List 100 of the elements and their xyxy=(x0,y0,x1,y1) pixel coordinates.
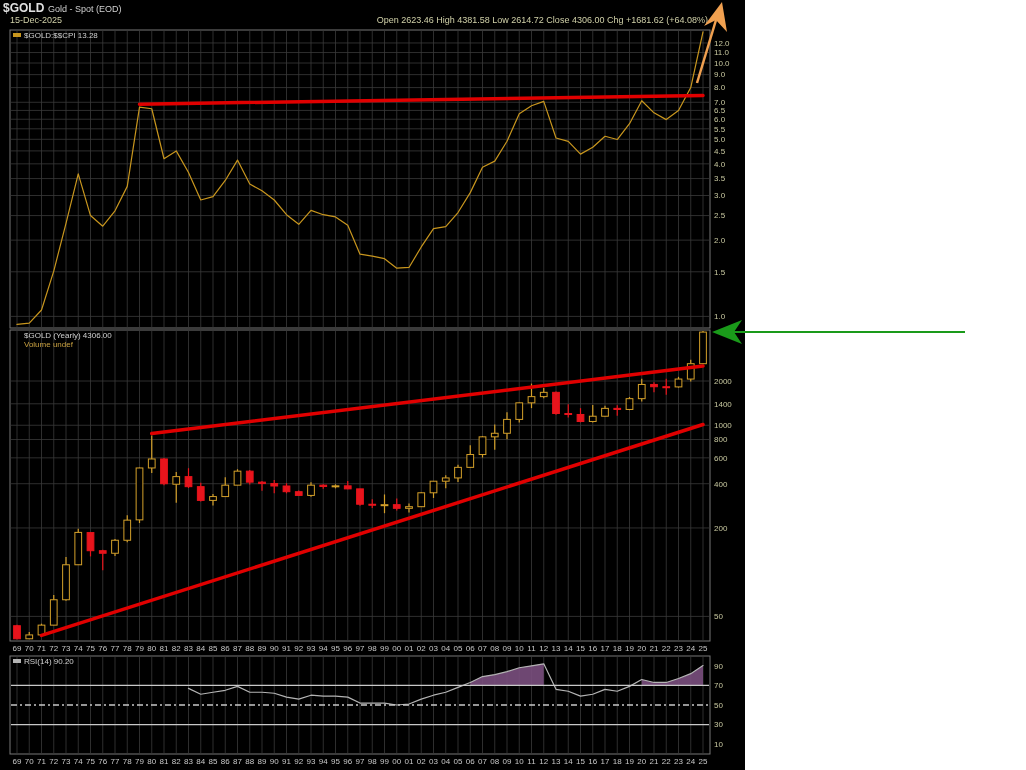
x-tick-label: 82 xyxy=(171,644,182,653)
y-tick-label: 200 xyxy=(714,523,728,533)
x-tick-label: 09 xyxy=(502,757,512,766)
x-tick-label: 79 xyxy=(135,644,145,653)
y-tick-label: 3.5 xyxy=(714,174,726,184)
y-tick-label: 1.5 xyxy=(714,267,726,277)
x-tick-label: 10 xyxy=(514,757,525,766)
x-tick-label: 71 xyxy=(37,644,47,653)
y-tick-label: 800 xyxy=(714,435,728,445)
x-tick-label: 00 xyxy=(392,757,402,766)
x-tick-label: 90 xyxy=(269,757,280,766)
x-tick-label: 17 xyxy=(600,644,610,653)
candlestick xyxy=(172,471,181,504)
text: 15-Dec-2025 xyxy=(10,15,63,25)
x-tick-label: 89 xyxy=(257,644,267,653)
y-tick-label: 5.0 xyxy=(714,135,726,145)
legend-label: $GOLD:$$CPI 13.28 xyxy=(24,31,99,40)
x-tick-label: 92 xyxy=(294,644,304,653)
y-tick-label: 30 xyxy=(714,720,724,730)
x-tick-label: 14 xyxy=(563,644,574,653)
candlestick xyxy=(184,467,193,489)
chart-subtitle: Gold - Spot (EOD) xyxy=(48,4,122,14)
y-tick-label: 5.5 xyxy=(714,124,726,134)
x-tick-label: 76 xyxy=(98,644,108,653)
candlestick xyxy=(123,514,132,543)
y-tick-label: 50 xyxy=(714,700,724,710)
x-tick-label: 95 xyxy=(331,644,341,653)
x-tick-label: 93 xyxy=(306,757,316,766)
x-tick-label: 00 xyxy=(392,644,402,653)
x-tick-label: 06 xyxy=(465,757,476,766)
x-tick-label: 16 xyxy=(588,644,598,653)
x-tick-label: 25 xyxy=(698,644,708,653)
x-tick-label: 93 xyxy=(306,644,316,653)
y-tick-label: 50 xyxy=(714,612,724,622)
x-tick-label: 78 xyxy=(122,757,133,766)
x-tick-label: 71 xyxy=(37,757,47,766)
legend-label: RSI(14) 90.20 xyxy=(24,657,75,666)
x-tick-label: 19 xyxy=(625,644,635,653)
x-tick-label: 08 xyxy=(490,757,500,766)
x-tick-label: 86 xyxy=(220,757,231,766)
x-tick-label: 91 xyxy=(282,757,292,766)
x-tick-label: 88 xyxy=(245,757,255,766)
x-tick-label: 03 xyxy=(429,644,439,653)
y-tick-label: 2.0 xyxy=(714,235,726,245)
candlestick xyxy=(478,435,487,459)
x-tick-label: 05 xyxy=(453,757,463,766)
x-tick-label: 13 xyxy=(551,757,561,766)
x-tick-label: 17 xyxy=(600,757,610,766)
x-tick-label: 72 xyxy=(49,757,59,766)
x-tick-label: 22 xyxy=(661,644,672,653)
y-tick-label: 90 xyxy=(714,661,724,671)
x-tick-label: 22 xyxy=(661,757,672,766)
x-tick-label: 23 xyxy=(674,644,684,653)
x-tick-label: 90 xyxy=(269,644,280,653)
x-tick-label: 99 xyxy=(380,757,390,766)
candlestick xyxy=(650,381,658,393)
x-tick-label: 85 xyxy=(208,757,218,766)
x-tick-label: 81 xyxy=(159,757,169,766)
x-tick-label: 74 xyxy=(73,757,84,766)
x-tick-label: 72 xyxy=(49,644,59,653)
x-tick-label: 14 xyxy=(563,757,574,766)
x-tick-label: 94 xyxy=(318,757,329,766)
x-tick-label: 11 xyxy=(527,644,537,653)
x-tick-label: 15 xyxy=(576,757,586,766)
x-tick-label: 87 xyxy=(233,757,243,766)
x-tick-label: 01 xyxy=(404,644,414,653)
y-tick-label: 400 xyxy=(714,479,728,489)
x-tick-label: 13 xyxy=(551,644,561,653)
x-tick-label: 96 xyxy=(343,757,353,766)
x-tick-label: 76 xyxy=(98,757,108,766)
x-tick-label: 16 xyxy=(588,757,598,766)
x-tick-label: 82 xyxy=(171,757,182,766)
x-tick-label: 83 xyxy=(184,757,194,766)
x-tick-label: 98 xyxy=(367,644,378,653)
x-tick-label: 73 xyxy=(61,644,71,653)
y-tick-label: 12.0 xyxy=(714,38,731,48)
x-tick-label: 23 xyxy=(674,757,684,766)
x-tick-label: 75 xyxy=(86,757,96,766)
x-tick-label: 84 xyxy=(196,644,206,653)
x-tick-label: 80 xyxy=(147,757,157,766)
y-tick-label: 6.0 xyxy=(714,115,726,125)
x-tick-label: 80 xyxy=(147,644,157,653)
y-tick-label: 8.0 xyxy=(714,83,726,93)
candlestick xyxy=(380,493,389,514)
y-tick-label: 1.0 xyxy=(714,312,726,322)
candlestick xyxy=(147,435,156,474)
x-tick-label: 74 xyxy=(73,644,84,653)
x-tick-label: 15 xyxy=(576,644,586,653)
x-tick-label: 04 xyxy=(441,757,451,766)
chart-title: $GOLD (Yearly) 4306.00 xyxy=(24,331,113,340)
x-tick-label: 70 xyxy=(24,757,35,766)
x-tick-label: 18 xyxy=(612,757,623,766)
y-tick-label: 6.5 xyxy=(714,106,726,116)
x-tick-label: 07 xyxy=(478,644,488,653)
x-tick-label: 89 xyxy=(257,757,267,766)
x-tick-label: 20 xyxy=(637,757,647,766)
y-tick-label: 11.0 xyxy=(714,48,730,58)
y-tick-label: 10 xyxy=(714,740,724,749)
x-tick-label: 77 xyxy=(110,644,120,653)
x-tick-label: 19 xyxy=(625,757,635,766)
